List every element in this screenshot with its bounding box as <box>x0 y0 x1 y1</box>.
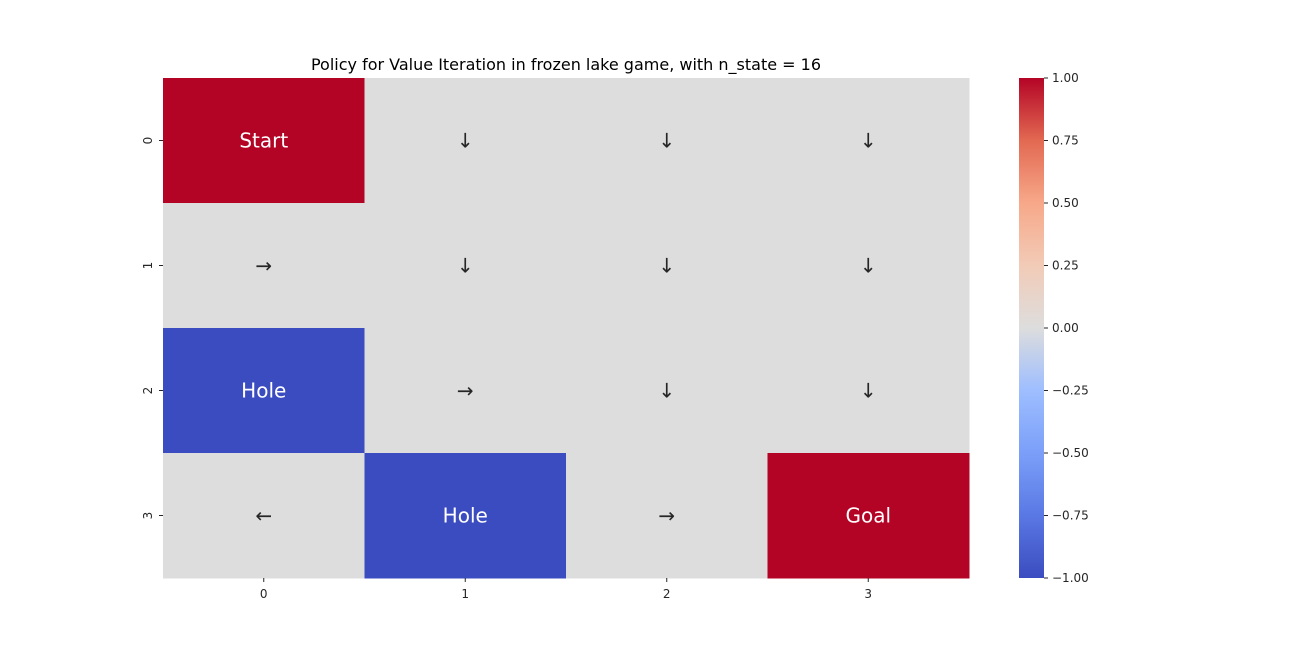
heatmap-cell-0-3 <box>767 78 970 204</box>
y-tick-label-3: 3 <box>141 512 155 520</box>
heatmap-annotations: Start ↓ ↓ ↓ → ↓ ↓ ↓ Hole → ↓ ↓ ← Hole → Goal <box>239 129 891 528</box>
cell-annotation-3-0: ← <box>255 504 272 528</box>
cell-annotation-0-2: ↓ <box>658 129 675 153</box>
colorbar-tick-label-8: −1.00 <box>1052 571 1089 585</box>
cell-annotation-0-1: ↓ <box>457 129 474 153</box>
cell-annotation-3-3: Goal <box>845 504 891 528</box>
heatmap-cell-1-0 <box>163 203 365 329</box>
heatmap-cell-2-1 <box>364 328 567 454</box>
cell-annotation-2-1: → <box>457 379 474 403</box>
heatmap-cell-3-0 <box>163 453 365 579</box>
heatmap-cell-1-1 <box>364 203 567 329</box>
y-tick-label-1: 1 <box>141 262 155 270</box>
cell-annotation-3-2: → <box>658 504 675 528</box>
colorbar-tick-label-7: −0.75 <box>1052 509 1089 523</box>
heatmap-cell-2-2 <box>566 328 768 454</box>
colorbar-tick-label-0: 1.00 <box>1052 71 1079 85</box>
heatmap-cell-1-3 <box>767 203 970 329</box>
cell-annotation-3-1: Hole <box>443 504 488 528</box>
cell-annotation-1-1: ↓ <box>457 254 474 278</box>
cell-annotation-0-0: Start <box>239 129 288 153</box>
cell-annotation-2-2: ↓ <box>658 379 675 403</box>
cell-annotation-1-2: ↓ <box>658 254 675 278</box>
cell-annotation-0-3: ↓ <box>860 129 877 153</box>
heatmap-cell-3-2 <box>566 453 768 579</box>
y-tick-label-2: 2 <box>141 387 155 395</box>
cell-annotation-1-0: → <box>255 254 272 278</box>
heatmap-cell-2-3 <box>767 328 970 454</box>
colorbar-tick-label-6: −0.50 <box>1052 446 1089 460</box>
heatmap-cell-0-1 <box>364 78 567 204</box>
colorbar <box>1019 78 1044 578</box>
cell-annotation-2-0: Hole <box>241 379 286 403</box>
heatmap-cell-2-0 <box>163 328 365 454</box>
x-tick-label-0: 0 <box>260 587 268 601</box>
colorbar-tick-label-5: −0.25 <box>1052 384 1089 398</box>
heatmap-cell-0-2 <box>566 78 768 204</box>
x-tick-label-3: 3 <box>864 587 872 601</box>
y-tick-label-0: 0 <box>141 137 155 145</box>
colorbar-axis: 1.00 0.75 0.50 0.25 0.00 −0.25 −0.50 −0.75 −1.00 <box>1044 71 1089 585</box>
cell-annotation-2-3: ↓ <box>860 379 877 403</box>
cell-annotation-1-3: ↓ <box>860 254 877 278</box>
colorbar-tick-label-4: 0.00 <box>1052 321 1079 335</box>
x-tick-label-1: 1 <box>461 587 469 601</box>
heatmap-cell-0-0 <box>163 78 365 204</box>
heatmap-cell-3-1 <box>364 453 567 579</box>
colorbar-tick-label-2: 0.50 <box>1052 196 1079 210</box>
heatmap-cell-1-2 <box>566 203 768 329</box>
heatmap-cells <box>163 78 970 579</box>
chart-title: Policy for Value Iteration in frozen lak… <box>311 55 821 75</box>
heatmap-cell-3-3 <box>767 453 970 579</box>
colorbar-tick-label-1: 0.75 <box>1052 134 1079 148</box>
colorbar-tick-label-3: 0.25 <box>1052 259 1079 273</box>
y-axis: 0 1 2 3 <box>141 137 163 520</box>
x-tick-label-2: 2 <box>663 587 671 601</box>
x-axis: 0 1 2 3 <box>260 578 872 601</box>
